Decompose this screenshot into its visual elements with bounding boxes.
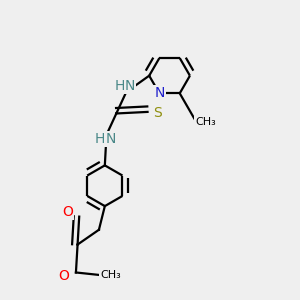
Text: N: N	[154, 86, 165, 100]
Text: H: H	[115, 79, 125, 93]
Text: N: N	[105, 132, 116, 146]
Text: O: O	[58, 269, 69, 284]
Text: H: H	[95, 132, 105, 146]
Text: N: N	[125, 79, 135, 93]
Text: CH₃: CH₃	[100, 270, 121, 280]
Text: O: O	[62, 205, 73, 219]
Text: S: S	[153, 106, 162, 121]
Text: CH₃: CH₃	[195, 117, 216, 127]
